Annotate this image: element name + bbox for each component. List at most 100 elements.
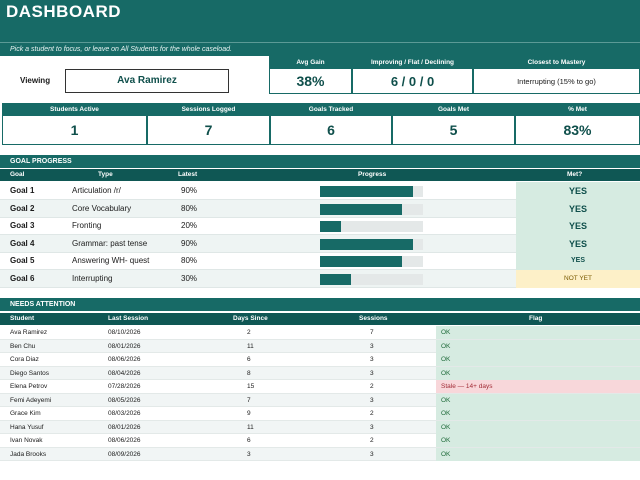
col-goal: Goal (10, 171, 25, 178)
stat-label: % Met (516, 104, 639, 116)
col-student: Student (10, 315, 35, 322)
stat-value: 83% (563, 122, 592, 138)
col-flag: Flag (529, 315, 543, 322)
student-name: Jada Brooks (10, 450, 47, 458)
goal-name: Goal 3 (10, 221, 35, 231)
page-subtitle: Pick a student to focus, or leave on All… (0, 42, 640, 56)
kpi-avg-gain: Avg Gain 38% (269, 56, 352, 94)
ok-flag: OK (436, 353, 640, 366)
goal-type: Answering WH- quest (72, 256, 150, 266)
needs-attention-header: Student Last Session Days Since Sessions… (0, 313, 640, 325)
kpi-label: Improving / Flat / Declining (353, 57, 472, 69)
last-session: 08/06/2026 (108, 356, 141, 363)
goal-type: Grammar: past tense (72, 238, 148, 248)
last-session: 08/06/2026 (108, 437, 141, 444)
progress-bar-fill (320, 274, 351, 285)
stat-label: Sessions Logged (148, 104, 269, 116)
attention-row: Ivan Novak 08/06/2026 6 2 OK (0, 434, 640, 448)
attention-row: Diego Santos 08/04/2026 8 3 OK (0, 366, 640, 380)
goal-met-status: YES (516, 182, 640, 200)
last-session: 08/05/2026 (108, 396, 141, 404)
progress-bar-fill (320, 221, 341, 233)
session-count: 3 (370, 396, 374, 404)
goal-latest: 20% (181, 221, 198, 231)
session-count: 3 (370, 369, 374, 377)
header-bar: DASHBOARD (0, 0, 640, 42)
progress-bar (320, 238, 423, 250)
days-since: 3 (247, 450, 251, 458)
kpi-closest-mastery: Closest to Mastery Interrupting (15% to … (473, 56, 640, 94)
student-selector[interactable]: Ava Ramirez (65, 69, 229, 93)
progress-bar (320, 256, 423, 268)
ok-flag: OK (436, 420, 640, 434)
last-session: 07/28/2026 (108, 383, 141, 390)
stat-goals-tracked: Goals Tracked 6 (270, 103, 392, 145)
stat-students-active: Students Active 1 (2, 103, 147, 145)
goal-latest: 30% (181, 274, 198, 283)
stat-value: 5 (449, 122, 458, 138)
stat-value: 1 (70, 122, 79, 138)
last-session: 08/04/2026 (108, 369, 141, 377)
goal-met-status: YES (516, 234, 640, 253)
days-since: 15 (247, 383, 255, 390)
col-progress: Progress (358, 171, 387, 178)
kpi-label: Avg Gain (270, 57, 351, 69)
last-session: 08/01/2026 (108, 423, 141, 431)
session-count: 3 (370, 423, 374, 431)
session-count: 2 (370, 383, 374, 390)
attention-row: Ava Ramirez 08/10/2026 2 7 OK (0, 326, 640, 340)
session-count: 3 (370, 450, 374, 458)
attention-row: Femi Adeyemi 08/05/2026 7 3 OK (0, 393, 640, 407)
student-name: Diego Santos (10, 369, 50, 377)
goal-progress-title: GOAL PROGRESS (0, 155, 640, 168)
needs-attention-title: NEEDS ATTENTION (0, 298, 640, 311)
stat-goals-met: Goals Met 5 (392, 103, 515, 145)
attention-row: Hana Yusuf 08/01/2026 11 3 OK (0, 420, 640, 434)
last-session: 08/01/2026 (108, 342, 141, 350)
student-name: Ivan Novak (10, 437, 43, 444)
col-latest: Latest (178, 171, 198, 178)
ok-flag: OK (436, 407, 640, 420)
student-name: Cora Diaz (10, 356, 39, 363)
page-title: DASHBOARD (6, 2, 121, 21)
stat-label: Students Active (3, 104, 146, 116)
col-last-session: Last Session (108, 315, 149, 322)
ok-flag: OK (436, 434, 640, 447)
last-session: 08/10/2026 (108, 329, 141, 336)
kpi-value: Interrupting (15% to go) (517, 77, 596, 86)
goal-row: Goal 1 Articulation /r/90% YES (0, 182, 640, 200)
stat-value: 7 (204, 122, 213, 138)
days-since: 6 (247, 437, 251, 444)
kpi-trend: Improving / Flat / Declining 6 / 0 / 0 (352, 56, 473, 94)
progress-bar-fill (320, 238, 413, 250)
goal-latest: 80% (181, 256, 198, 266)
goal-row: Goal 5 Answering WH- quest 80% YES (0, 252, 640, 271)
ok-flag: OK (436, 393, 640, 407)
col-sessions: Sessions (359, 315, 388, 322)
student-name: Ava Ramirez (10, 329, 48, 336)
progress-bar (320, 274, 423, 285)
goal-name: Goal 6 (10, 274, 35, 283)
days-since: 11 (247, 423, 254, 431)
goal-latest: 80% (181, 203, 198, 213)
stat-label: Goals Tracked (271, 104, 391, 116)
progress-bar-fill (320, 256, 403, 268)
session-count: 3 (370, 356, 374, 363)
attention-row: Jada Brooks 08/09/2026 3 3 OK (0, 447, 640, 461)
attention-row: Grace Kim 08/03/2026 9 2 OK (0, 407, 640, 421)
goal-name: Goal 2 (10, 203, 35, 213)
goal-type: Fronting (72, 221, 102, 231)
ok-flag: OK (436, 366, 640, 380)
session-count: 7 (370, 329, 374, 336)
goal-name: Goal 1 (10, 186, 35, 195)
stat-percent-met: % Met 83% (515, 103, 640, 145)
session-count: 3 (370, 342, 374, 350)
days-since: 11 (247, 342, 254, 350)
last-session: 08/03/2026 (108, 410, 141, 417)
goal-row: Goal 6 Interrupting 30% NOT YET (0, 270, 640, 288)
goal-row: Goal 2 Core Vocabulary 80% YES (0, 199, 640, 218)
goal-name: Goal 4 (10, 238, 35, 248)
progress-bar (320, 221, 423, 233)
goal-met-status: YES (516, 199, 640, 218)
student-name: Femi Adeyemi (10, 396, 52, 404)
